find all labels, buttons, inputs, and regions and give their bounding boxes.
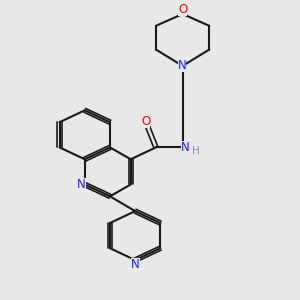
Text: H: H <box>192 146 200 156</box>
Text: N: N <box>131 258 140 271</box>
Text: O: O <box>141 115 150 128</box>
Text: N: N <box>178 59 186 72</box>
Text: N: N <box>181 141 189 154</box>
Text: N: N <box>77 178 85 191</box>
Text: O: O <box>178 3 187 16</box>
